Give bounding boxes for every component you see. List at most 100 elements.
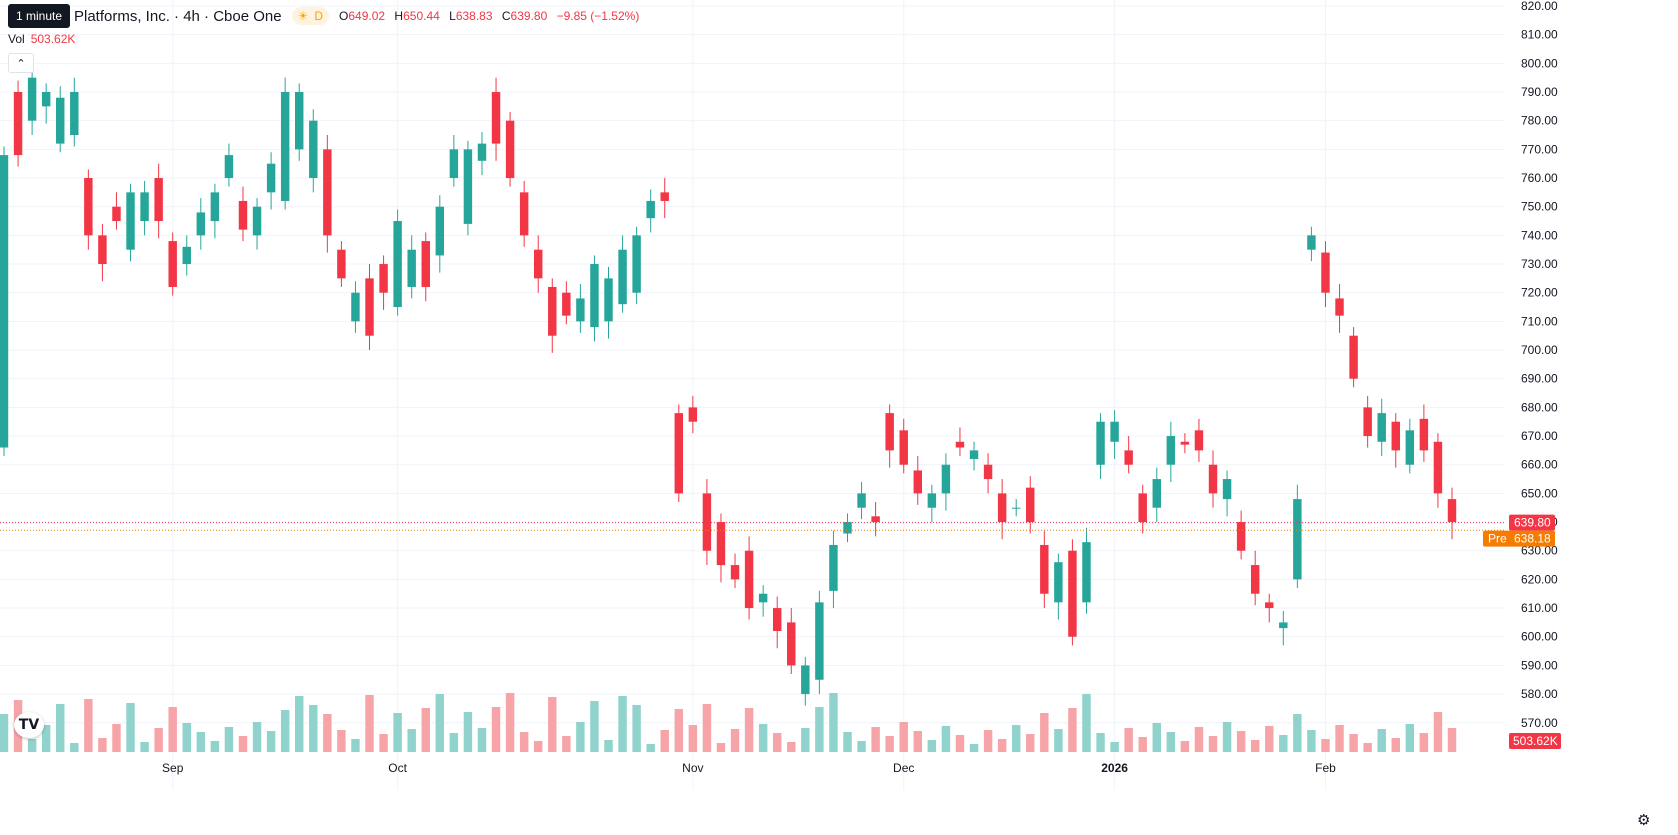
- volume-bar: [365, 695, 374, 752]
- candle-body: [899, 430, 908, 465]
- volume-bar: [182, 723, 191, 752]
- x-tick-label: Oct: [388, 761, 407, 775]
- volume-bar: [379, 734, 388, 752]
- price-lines: [0, 522, 1505, 531]
- volume-bar: [1405, 724, 1415, 752]
- low-label: L: [449, 9, 456, 23]
- volume-bar: [1419, 733, 1429, 752]
- volume-bar: [871, 727, 880, 752]
- candle-body: [379, 264, 388, 293]
- volume-bar: [477, 728, 487, 752]
- volume-bar: [1265, 726, 1274, 752]
- candle-body: [196, 212, 206, 236]
- volume-bar: [84, 699, 93, 752]
- candle-body: [758, 593, 768, 603]
- candle-body: [927, 493, 937, 508]
- candle-body: [491, 92, 501, 144]
- volume-bar: [126, 703, 135, 752]
- volume-bar: [1363, 743, 1372, 752]
- candle-body: [1011, 507, 1021, 509]
- volume-bar: [1026, 734, 1035, 752]
- candle-body: [435, 206, 445, 256]
- candle-body: [1138, 493, 1147, 523]
- volume-bar: [27, 739, 37, 752]
- volume-tag-label: 503.62K: [1513, 734, 1558, 748]
- volume-bar: [843, 732, 852, 752]
- y-tick-label: 570.00: [1521, 716, 1558, 730]
- candle-body: [969, 450, 979, 459]
- candle-body: [885, 413, 894, 451]
- ohlc-values: O649.02 H650.44 L638.83 C639.80 −9.85 (−…: [339, 9, 645, 23]
- candle-body: [983, 464, 993, 480]
- candle-body: [519, 192, 529, 236]
- volume-bar: [196, 732, 206, 752]
- candle-body: [843, 522, 852, 534]
- candle-body: [772, 608, 782, 632]
- candle-body: [1307, 235, 1316, 250]
- candle-body: [1405, 430, 1415, 465]
- candle-body: [1068, 550, 1077, 637]
- candle-body: [674, 413, 684, 494]
- volume-bar: [702, 704, 712, 752]
- candle-body: [182, 246, 191, 265]
- volume-value: 503.62K: [30, 32, 76, 46]
- candle-body: [70, 92, 79, 136]
- candle-body: [1433, 441, 1443, 494]
- candle-body: [84, 178, 93, 236]
- candle-body: [1447, 499, 1457, 523]
- tradingview-logo-icon[interactable]: TV: [14, 712, 44, 738]
- candle-body: [1419, 418, 1429, 451]
- volume-bar: [505, 693, 515, 752]
- collapse-legend-button[interactable]: ⌃: [8, 53, 34, 73]
- candle-body: [702, 493, 712, 551]
- time-axis[interactable]: Sep Oct Nov Dec 2026 Feb: [162, 761, 1336, 775]
- candle-body: [688, 407, 698, 422]
- x-tick-label: Sep: [162, 761, 184, 775]
- volume-bar: [1377, 729, 1386, 752]
- volume-bar: [927, 740, 937, 752]
- candle-body: [1236, 522, 1246, 551]
- volume-bar: [1082, 694, 1091, 752]
- candle-body: [1335, 298, 1344, 316]
- close-value: 639.80: [510, 9, 548, 23]
- candle-body: [351, 292, 360, 322]
- session-badge[interactable]: ☀ D: [291, 7, 330, 25]
- price-axis[interactable]: 820.00 810.00 800.00 790.00 780.00 770.00 760.…: [1483, 0, 1561, 749]
- candle-body: [56, 97, 65, 144]
- volume-bar: [533, 741, 543, 752]
- volume-bar: [266, 731, 276, 752]
- candle-body: [1110, 421, 1119, 442]
- volume-bar: [168, 707, 177, 752]
- chevron-up-icon: ⌃: [16, 57, 26, 70]
- candle-body: [562, 292, 571, 316]
- gear-icon[interactable]: ⚙: [1637, 812, 1651, 829]
- candle-body: [618, 249, 627, 305]
- y-tick-label: 670.00: [1521, 429, 1558, 443]
- y-tick-label: 700.00: [1521, 343, 1558, 357]
- candle-body: [1040, 544, 1049, 594]
- sun-icon: ☀: [297, 9, 309, 23]
- last-price-label: 639.80: [1514, 516, 1551, 530]
- candle-body: [309, 120, 318, 179]
- candle-body: [126, 192, 135, 250]
- volume-bar: [941, 726, 951, 752]
- candle-body: [1180, 441, 1190, 445]
- last-price-tag: [1509, 514, 1555, 531]
- volume-bar: [674, 709, 684, 752]
- volume-bar: [604, 740, 613, 752]
- candle-body: [0, 155, 9, 448]
- candle-body: [815, 602, 824, 680]
- symbol-title[interactable]: Platforms, Inc. · 4h · Cboe One: [74, 7, 282, 25]
- volume-bar: [435, 694, 445, 752]
- candle-body: [829, 544, 838, 591]
- candle-body: [716, 522, 726, 566]
- candle-body: [1279, 622, 1288, 629]
- volume-bar: [98, 738, 107, 752]
- volume-bar: [41, 725, 51, 752]
- volume-bar: [1011, 725, 1021, 752]
- open-label: O: [339, 9, 349, 23]
- volume-bar: [632, 705, 641, 752]
- volume-bar: [1222, 722, 1232, 752]
- volume-bar: [280, 710, 290, 752]
